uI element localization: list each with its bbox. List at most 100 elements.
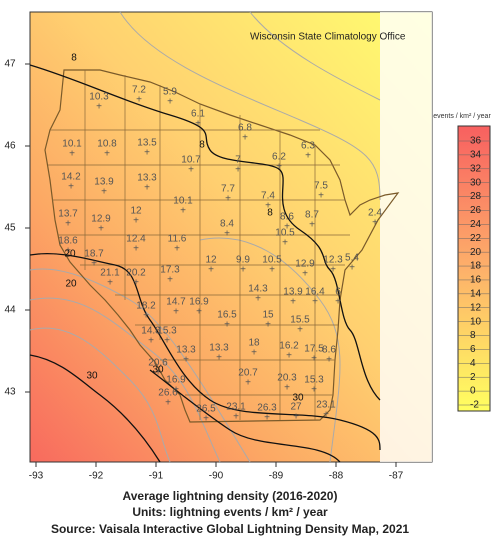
y-tick-label: 47 (4, 59, 16, 70)
county-plus: + (233, 412, 239, 423)
colorbar-tick-label: 20 (470, 247, 482, 258)
county-plus: + (224, 320, 230, 331)
county-plus: + (183, 355, 189, 366)
county-value: 20.3 (277, 373, 297, 384)
county-plus: + (69, 149, 75, 160)
y-tick-label: 44 (4, 305, 16, 316)
county-value: 20.6 (148, 358, 168, 369)
x-tick-label: -92 (89, 471, 104, 482)
county-value: 7.5 (314, 181, 328, 192)
county-value: 10.3 (89, 92, 109, 103)
county-lines (48, 70, 350, 420)
county-value: 16.9 (189, 297, 209, 308)
county-plus: + (68, 182, 74, 193)
colorbar-tick-label: 12 (470, 302, 482, 313)
colorbar-tick-label: -2 (470, 400, 479, 411)
county-plus: + (264, 413, 270, 424)
county-value: 10.1 (62, 139, 82, 150)
county-value: 16.9 (166, 375, 186, 386)
county-plus: + (335, 297, 341, 308)
county-plus: + (311, 385, 317, 396)
county-plus: + (174, 244, 180, 255)
contour-label: 30 (152, 365, 164, 376)
county-plus: + (164, 336, 170, 347)
county-value: 12 (130, 206, 142, 217)
county-plus: + (133, 278, 139, 289)
county-value: 12 (205, 255, 217, 266)
county-plus: + (284, 383, 290, 394)
county-plus: + (265, 201, 271, 212)
county-value: 13.9 (94, 177, 114, 188)
county-plus: + (167, 275, 173, 286)
county-plus: + (311, 354, 317, 365)
county-value: 15.5 (290, 315, 310, 326)
county-value: 10.8 (97, 139, 117, 150)
x-tick-label: -87 (389, 471, 404, 482)
county-value: 8.7 (305, 210, 319, 221)
colorbar-tick-label: 10 (470, 316, 482, 327)
county-value: 8.4 (220, 219, 234, 230)
county-plus: + (372, 218, 378, 229)
county-value: 10.1 (173, 196, 193, 207)
county-value: 15 (262, 310, 274, 321)
county-plus: + (251, 348, 257, 359)
county-value: 15.3 (157, 326, 177, 337)
county-plus: + (216, 353, 222, 364)
county-plus: + (98, 224, 104, 235)
county-plus: + (188, 165, 194, 176)
colorbar-tick-label: 34 (470, 150, 482, 161)
county-value: 7.7 (221, 184, 235, 195)
contour-label: 8 (71, 53, 77, 64)
county-value: 10.7 (181, 155, 201, 166)
outside-area (380, 12, 432, 462)
county-plus: + (133, 244, 139, 255)
county-plus: + (208, 265, 214, 276)
county-plus: + (276, 162, 282, 173)
county-value: 13.9 (283, 287, 303, 298)
county-plus: + (286, 351, 292, 362)
county-plus: + (323, 410, 329, 421)
colorbar-tick-label: 8 (470, 330, 476, 341)
y-tick-label: 43 (4, 387, 16, 398)
county-plus: + (302, 269, 308, 280)
county-plus: + (269, 265, 275, 276)
county-plus: + (148, 336, 154, 347)
county-plus: + (330, 265, 336, 276)
contour-label: 30 (292, 393, 304, 404)
county-value: 23.1 (316, 400, 336, 411)
county-value: 13.3 (209, 343, 229, 354)
county-plus: + (240, 265, 246, 276)
county-value: 7.4 (261, 191, 275, 202)
county-plus: + (309, 220, 315, 231)
caption-line: Units: lightning events / km² / year (132, 505, 328, 519)
county-plus: + (65, 246, 71, 257)
county-value: 6.8 (238, 123, 252, 134)
county-plus: + (255, 294, 261, 305)
county-value: 7.2 (132, 85, 146, 96)
colorbar-tick-label: 30 (470, 177, 482, 188)
county-plus: + (282, 238, 288, 249)
contour-label: 20 (65, 279, 77, 290)
county-value: 6.1 (191, 109, 205, 120)
county-value: 14.7 (166, 297, 186, 308)
county-value: 23.1 (226, 402, 246, 413)
county-value: 21.1 (100, 268, 120, 279)
colorbar-tick-label: 16 (470, 275, 482, 286)
county-plus: + (144, 148, 150, 159)
colorbar-tick-label: 4 (470, 358, 476, 369)
county-value: 18.7 (84, 249, 104, 260)
county-plus: + (136, 95, 142, 106)
county-value: 12.3 (323, 255, 343, 266)
county-value: 26.3 (257, 403, 277, 414)
county-plus: + (326, 355, 332, 366)
x-tick-label: -93 (29, 471, 44, 482)
county-value: 14.3 (248, 284, 268, 295)
county-value: 7 (235, 155, 241, 166)
county-plus: + (173, 385, 179, 396)
county-plus: + (107, 278, 113, 289)
county-plus: + (265, 320, 271, 331)
county-value: 20.2 (126, 268, 146, 279)
x-tick-label: -91 (149, 471, 164, 482)
colorbar-tick-label: 14 (470, 288, 482, 299)
